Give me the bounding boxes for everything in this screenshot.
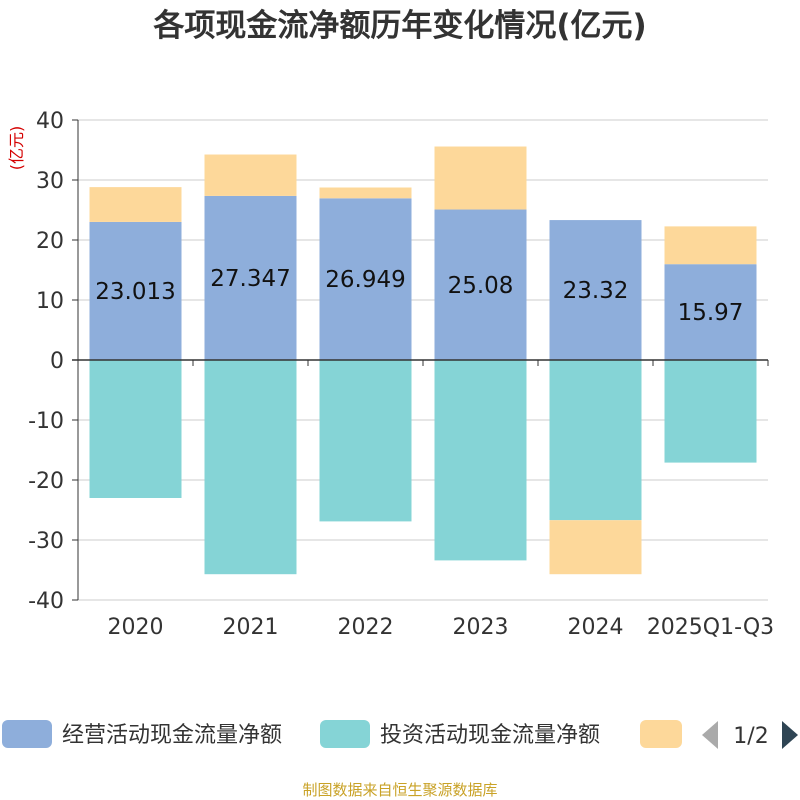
bars — [89, 146, 757, 575]
bar-series2-2024[interactable] — [549, 520, 642, 575]
legend: 经营活动现金流量净额 投资活动现金流量净额 1/2 — [2, 720, 798, 749]
y-tick-label: -40 — [28, 589, 64, 614]
bar-series1-2020[interactable] — [89, 360, 182, 498]
bar-series0-2020[interactable] — [89, 221, 182, 360]
bar-data-label: 23.013 — [95, 279, 175, 305]
y-tick-label: 30 — [36, 169, 64, 194]
y-tick-label: 0 — [50, 349, 64, 374]
y-tick-label: 10 — [36, 289, 64, 314]
y-tick-label: -30 — [28, 529, 64, 554]
x-tick-label: 2024 — [568, 615, 624, 640]
data-source: 制图数据来自恒生聚源数据库 — [302, 781, 497, 799]
bar-data-label: 15.97 — [678, 300, 744, 326]
data-labels: 23.013 27.347 26.949 25.08 23.32 15.97 — [95, 266, 743, 326]
bar-series1-2024[interactable] — [549, 360, 642, 521]
bar-data-label: 27.347 — [210, 266, 290, 292]
x-tick-label: 2021 — [223, 615, 279, 640]
triangle-left-icon[interactable] — [702, 721, 718, 749]
triangle-right-icon[interactable] — [782, 721, 798, 749]
bar-series1-2025Q1-Q3[interactable] — [664, 360, 757, 463]
y-tick-label: 40 — [36, 109, 64, 134]
bar-series1-2022[interactable] — [319, 360, 412, 522]
x-tick-label: 2025Q1-Q3 — [647, 615, 774, 640]
grid-lines — [78, 119, 768, 601]
y-tick-label: -10 — [28, 409, 64, 434]
y-axis-unit: (亿元) — [7, 126, 26, 171]
bar-series2-2021[interactable] — [204, 154, 297, 196]
x-tick-label: 2020 — [108, 615, 164, 640]
bar-series1-2021[interactable] — [204, 360, 297, 575]
bar-series2-2022[interactable] — [319, 187, 412, 199]
bar-series1-2023[interactable] — [434, 360, 527, 561]
bar-series0-2024[interactable] — [549, 220, 642, 360]
chart-title: 各项现金流净额历年变化情况(亿元) — [152, 8, 646, 44]
legend-label-investing[interactable]: 投资活动现金流量净额 — [380, 723, 600, 748]
bar-series0-2023[interactable] — [434, 209, 527, 360]
bar-series0-2025Q1-Q3[interactable] — [664, 264, 757, 360]
x-tick-label: 2023 — [453, 615, 509, 640]
bar-data-label: 25.08 — [448, 273, 514, 299]
axes: 40 30 20 10 0 -10 -20 -30 -40 2020 2021 2022 2023 202… — [28, 109, 774, 640]
y-tick-label: 20 — [36, 229, 64, 254]
bar-data-label: 23.32 — [563, 278, 629, 304]
legend-swatch-investing[interactable] — [320, 720, 370, 748]
bar-data-label: 26.949 — [325, 267, 405, 293]
legend-swatch-financing[interactable] — [640, 720, 682, 748]
bar-series0-2021[interactable] — [204, 195, 297, 360]
bar-series2-2020[interactable] — [89, 187, 182, 222]
legend-swatch-operating[interactable] — [2, 720, 52, 748]
bar-series2-2023[interactable] — [434, 146, 527, 210]
legend-page-indicator: 1/2 — [733, 724, 768, 749]
bar-series2-2025Q1-Q3[interactable] — [664, 226, 757, 265]
bar-series0-2022[interactable] — [319, 198, 412, 360]
y-tick-label: -20 — [28, 469, 64, 494]
legend-label-operating[interactable]: 经营活动现金流量净额 — [62, 723, 282, 748]
x-tick-label: 2022 — [338, 615, 394, 640]
